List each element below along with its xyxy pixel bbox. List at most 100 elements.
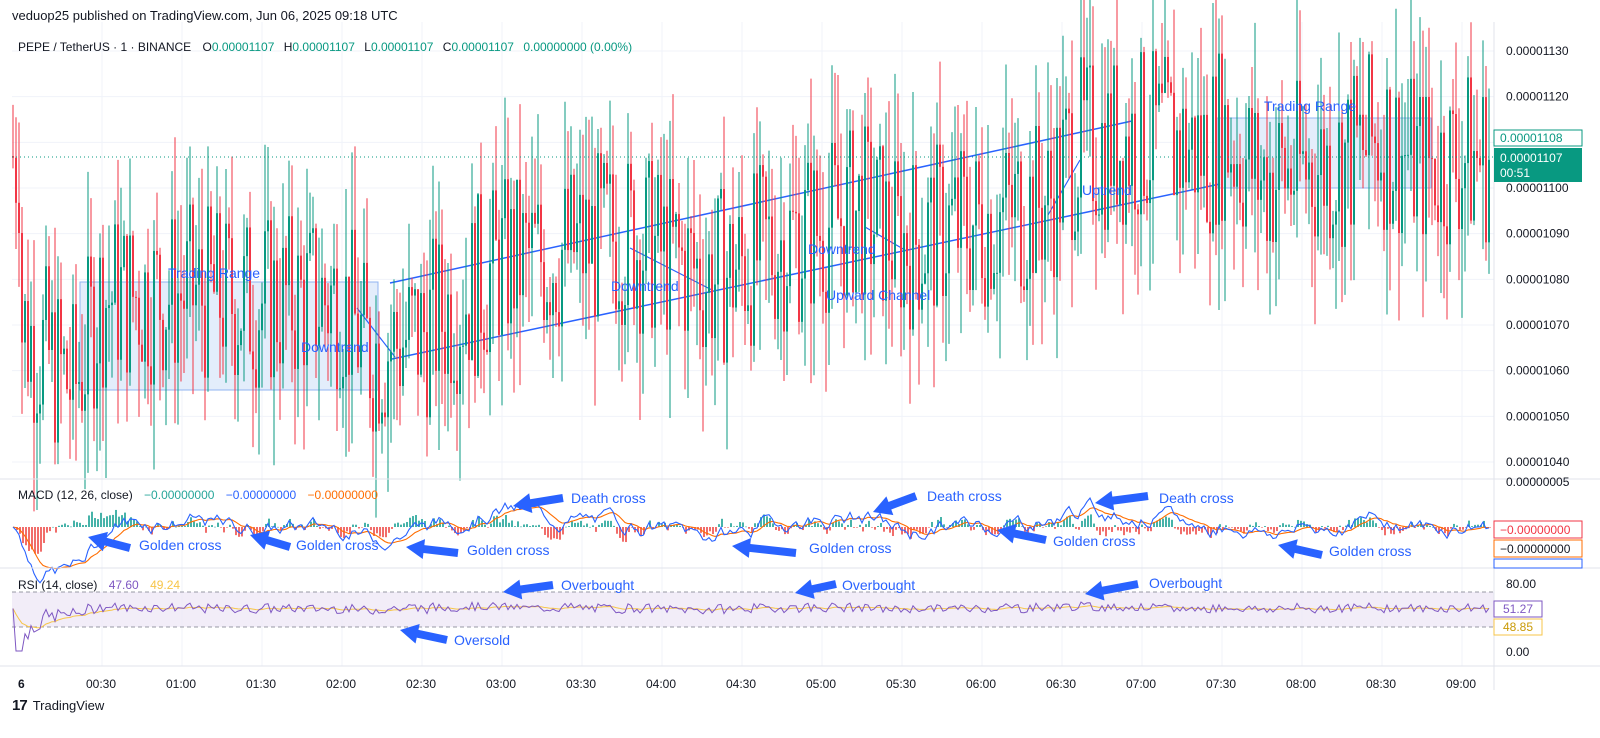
macd-hist-bar [553, 527, 555, 539]
macd-hist-bar [274, 523, 276, 527]
candle-up [849, 130, 851, 168]
time-tick-label: 04:00 [646, 677, 676, 691]
candle-down [1023, 286, 1025, 291]
candle-down [93, 286, 95, 409]
macd-hist-bar [415, 515, 417, 527]
macd-hist-bar [832, 522, 834, 527]
macd-hist-bar [226, 527, 228, 528]
macd-hist-bar [1210, 527, 1212, 538]
annotation-arrows [88, 490, 1323, 644]
macd-hist-bar [172, 521, 174, 527]
candle-up [999, 212, 1001, 273]
high-label: H [284, 40, 293, 54]
macd-hist-bar [922, 527, 924, 534]
macd-hist-bar [478, 516, 480, 527]
golden-cross-label-5: Golden cross [1053, 533, 1135, 549]
macd-hist-bar [1327, 525, 1329, 527]
macd-hist-bar [1174, 527, 1176, 529]
macd-hist-bar [214, 526, 216, 528]
macd-hist-bar [1321, 526, 1323, 527]
candle-up [1401, 155, 1403, 234]
candle-down [1479, 157, 1481, 166]
candle-down [1377, 143, 1379, 181]
time-tick-label: 02:30 [406, 677, 436, 691]
macd-hist-bar [523, 524, 525, 527]
macd-hist-bar [1159, 518, 1161, 527]
macd-hist-bar [838, 521, 840, 527]
candle-up [717, 198, 719, 285]
tradingview-brand[interactable]: 17 TradingView [12, 697, 104, 714]
candle-up [261, 303, 263, 331]
macd-hist-bar [727, 527, 729, 528]
macd-hist-bar [1075, 527, 1077, 529]
candle-up [1236, 164, 1238, 187]
candle-up [282, 247, 284, 364]
macd-hist-bar [313, 519, 315, 527]
macd-hist-bar [847, 524, 849, 527]
candle-down [1458, 178, 1460, 230]
candle-up [1386, 89, 1388, 230]
candle-down [990, 213, 992, 289]
candle-down [918, 244, 920, 310]
candle-up [360, 314, 362, 368]
macd-hist-bar [343, 527, 345, 538]
candle-down [1362, 114, 1364, 151]
candle-up [675, 214, 677, 227]
candle-down [633, 190, 635, 309]
candle-down [630, 163, 632, 191]
macd-hist-bar [1363, 520, 1365, 527]
macd-hist-bar [76, 522, 78, 527]
candle-up [453, 380, 455, 384]
candle-up [1308, 162, 1310, 180]
macd-hist-bar [1414, 527, 1416, 529]
price-tick-label: 0.00001130 [1506, 44, 1569, 58]
candle-down [843, 226, 845, 296]
candle-down [234, 313, 236, 375]
candle-up [393, 311, 395, 352]
candle-up [345, 276, 347, 377]
macd-signal-line [12, 506, 1490, 570]
macd-hist-bar [637, 527, 639, 532]
price-tick-label: 0.00001070 [1506, 318, 1570, 332]
candle-down [159, 254, 161, 320]
candle-up [195, 284, 197, 306]
candle-up [375, 343, 377, 432]
candle-down [1032, 176, 1034, 273]
macd-hist-bar [412, 516, 414, 527]
time-tick-label: 06:00 [966, 677, 996, 691]
macd-hist-bar [943, 524, 945, 527]
macd-hist-bar [208, 525, 210, 527]
candle-down [75, 304, 77, 384]
candle-up [1473, 151, 1475, 221]
time-axis[interactable]: 6 00:30 01:00 01:30 02:00 02:30 03:00 03:30 04:0… [18, 677, 1476, 691]
candle-up [1296, 80, 1298, 191]
macd-hist-bar [442, 522, 444, 527]
candle-up [165, 329, 167, 371]
candle-down [336, 268, 338, 390]
candle-down [411, 287, 413, 296]
candle-down [426, 332, 428, 418]
candle-up [846, 167, 848, 296]
macd-hist-bar [268, 518, 270, 527]
downtrend-label-1: Downtrend [301, 339, 369, 355]
macd-hist-bar [379, 527, 381, 537]
candle-up [78, 381, 80, 384]
candle-down [33, 325, 35, 423]
candle-up [318, 326, 320, 346]
brand-name: TradingView [32, 698, 105, 713]
macd-hist-bar [439, 519, 441, 527]
macd-hist-bar [607, 520, 609, 527]
death-cross-label-1: Death cross [571, 490, 646, 506]
candle-up [1191, 117, 1193, 150]
candle-up [1224, 105, 1226, 221]
candle-down [816, 170, 818, 236]
candle-down [285, 247, 287, 286]
candle-down [294, 330, 296, 369]
candle-down [1422, 96, 1424, 235]
macd-hist-bar [133, 519, 135, 527]
macd-hist-bar [1471, 526, 1473, 527]
candle-up [240, 330, 242, 346]
price-axis[interactable]: 0.000011300.000011200.000011100.00001100… [1506, 44, 1570, 469]
candle-down [162, 319, 164, 371]
